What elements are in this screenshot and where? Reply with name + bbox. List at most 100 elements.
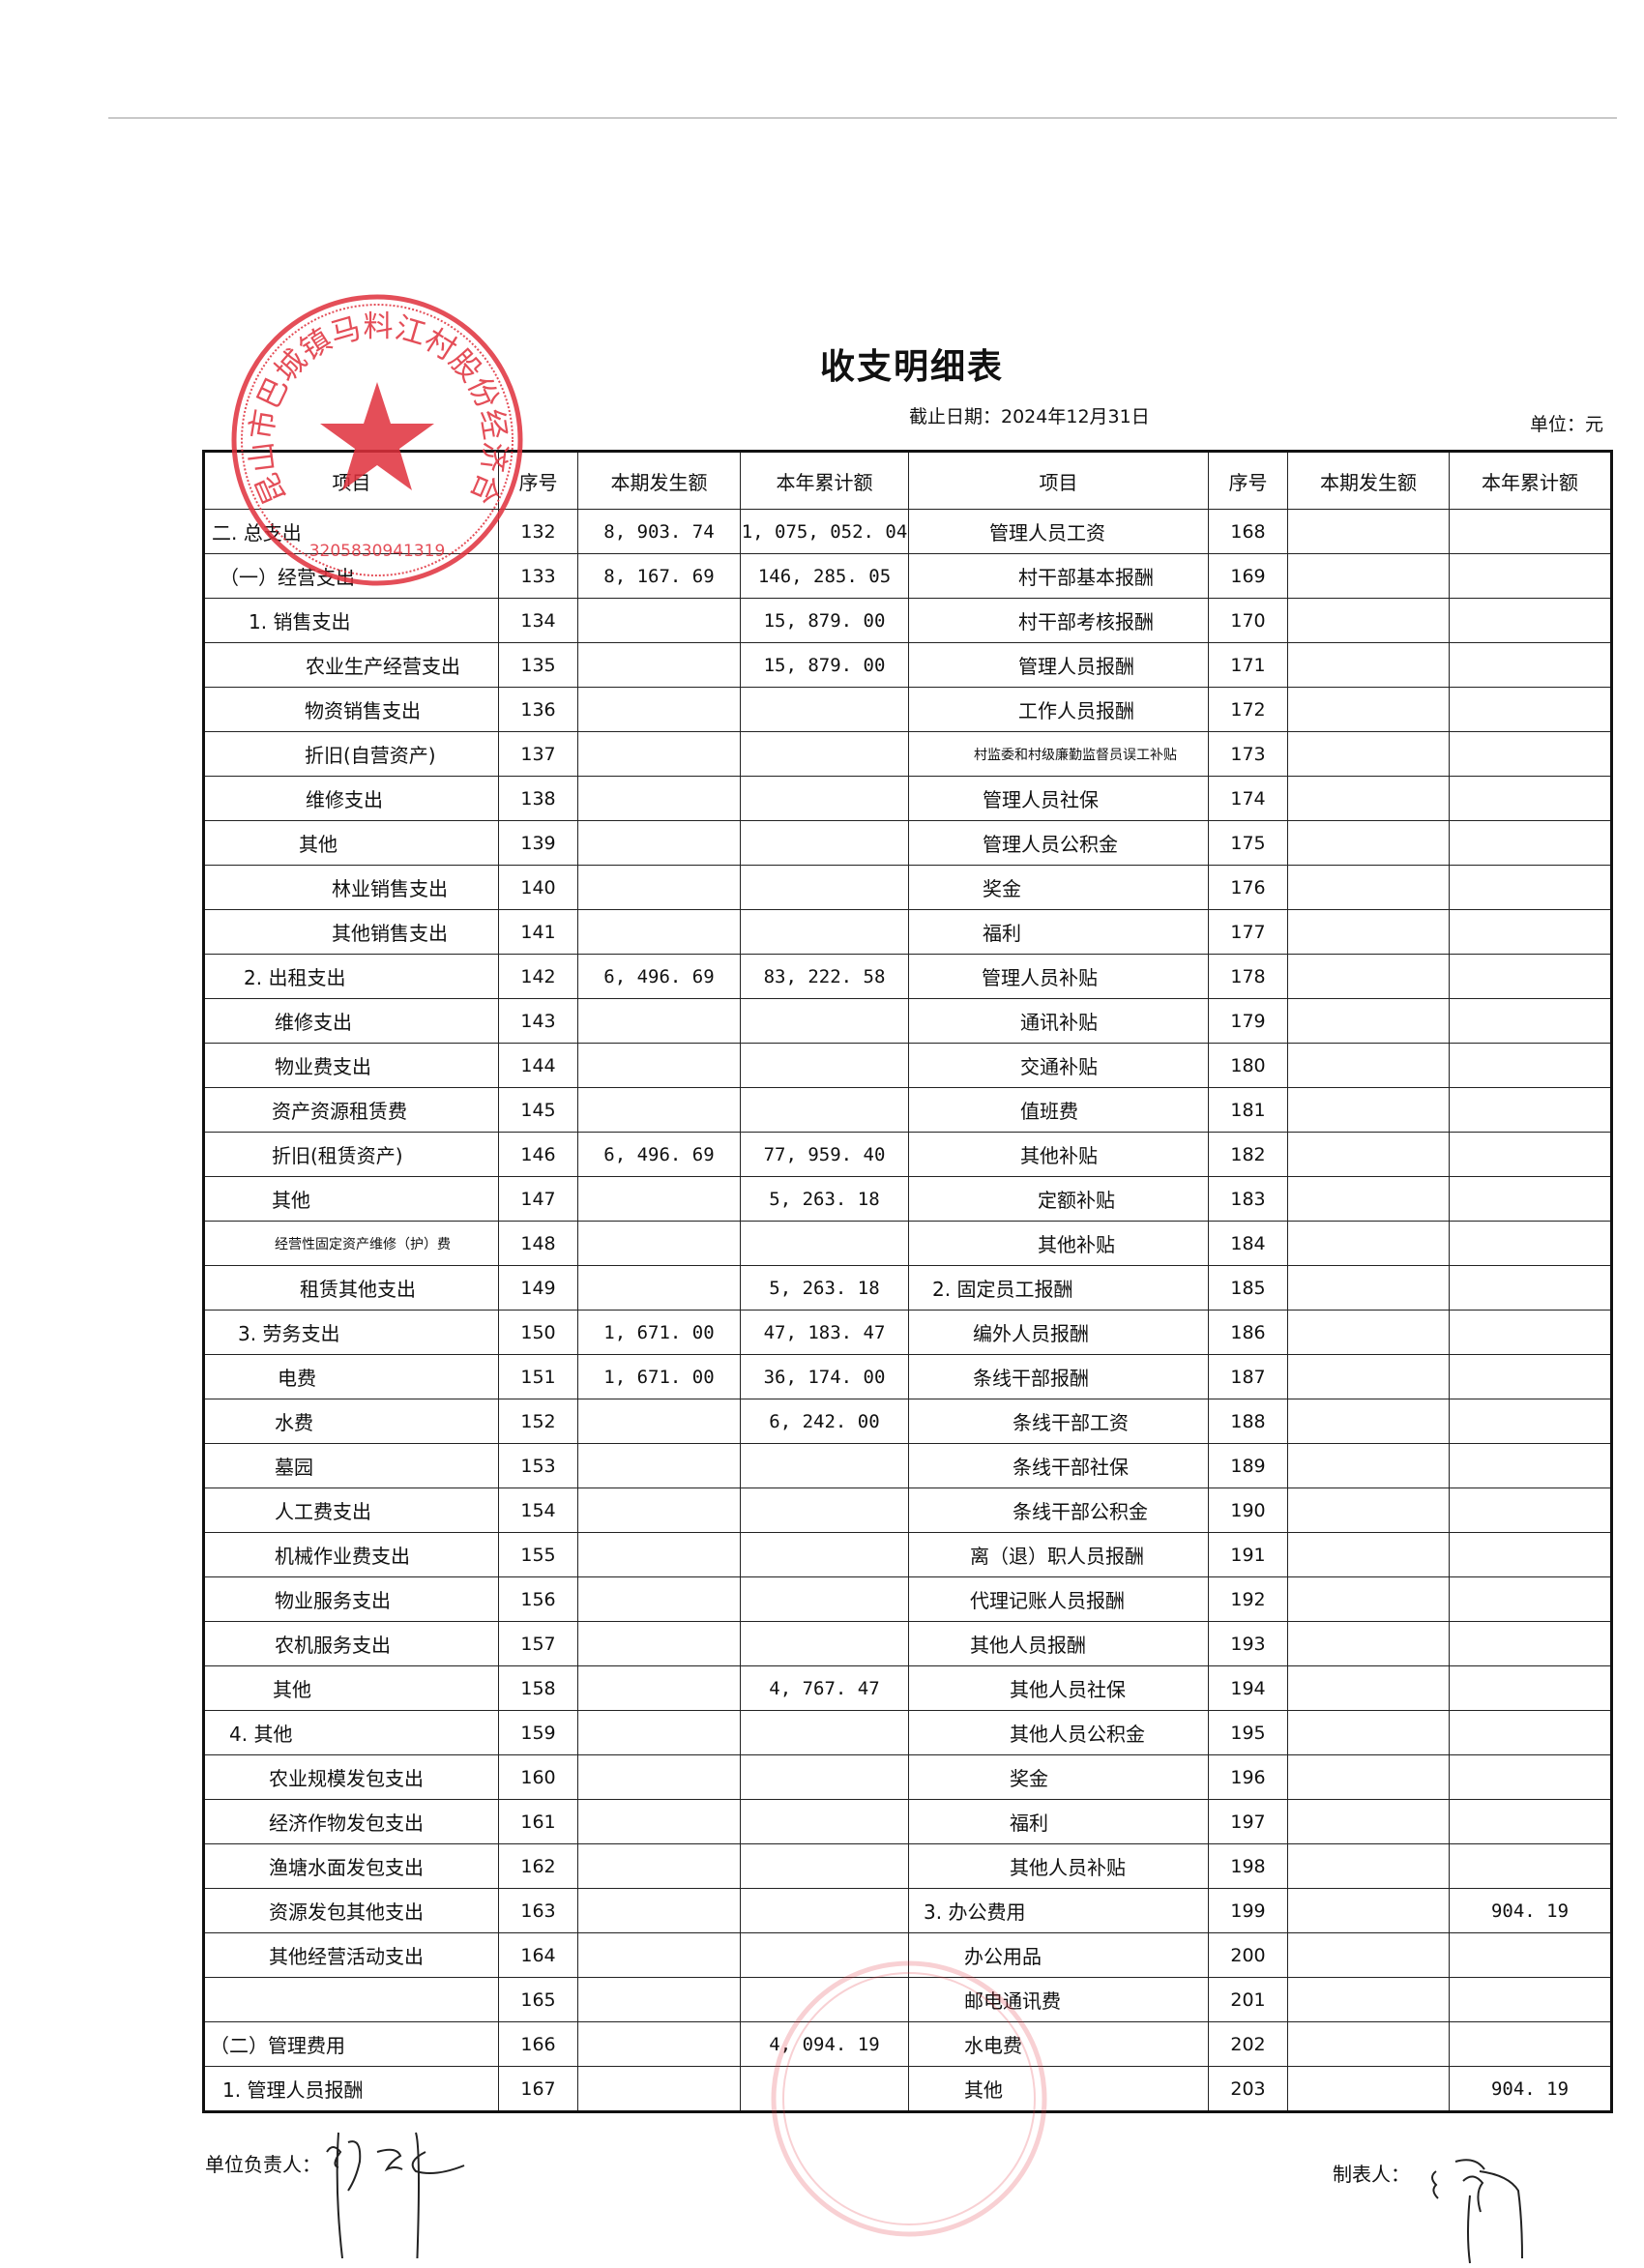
right-year-to-date-amount — [1449, 1265, 1612, 1311]
left-row-number: 167 — [498, 2066, 578, 2112]
left-year-to-date-amount — [740, 731, 909, 777]
page-title: 收支明细表 — [819, 347, 1004, 387]
left-current-period-amount — [577, 1754, 741, 1800]
right-row-number: 197 — [1208, 1799, 1288, 1844]
right-item-name: 管理人员公积金 — [908, 820, 1209, 866]
right-current-period-amount — [1287, 1576, 1450, 1622]
right-year-to-date-amount — [1449, 909, 1612, 955]
right-item-name: 其他人员社保 — [908, 1665, 1209, 1711]
left-current-period-amount: 8, 903. 74 — [577, 509, 741, 554]
left-item-name: 其他 — [203, 1665, 499, 1711]
table-row: 农业规模发包支出 160 奖金 196 — [203, 1754, 1612, 1800]
right-year-to-date-amount — [1449, 1754, 1612, 1800]
left-item-name: 农业规模发包支出 — [203, 1754, 499, 1800]
right-current-period-amount — [1287, 1399, 1450, 1444]
left-item-name: 农业生产经营支出 — [203, 642, 499, 688]
table-row: 维修支出 138 管理人员社保 174 — [203, 776, 1612, 821]
right-current-period-amount — [1287, 1043, 1450, 1088]
right-year-to-date-amount — [1449, 1665, 1612, 1711]
right-item-name: 管理人员补贴 — [908, 954, 1209, 999]
right-item-name: 其他人员公积金 — [908, 1710, 1209, 1755]
left-row-number: 150 — [498, 1310, 578, 1355]
left-current-period-amount — [577, 1487, 741, 1533]
right-row-number: 175 — [1208, 820, 1288, 866]
left-current-period-amount — [577, 998, 741, 1044]
right-item-name: 编外人员报酬 — [908, 1310, 1209, 1355]
right-current-period-amount — [1287, 1621, 1450, 1666]
cutoff-date: 截止日期：2024年12月31日 — [909, 406, 1150, 427]
right-row-number: 181 — [1208, 1087, 1288, 1133]
left-item-name: 折旧(租赁资产) — [203, 1132, 499, 1177]
right-item-name: 村监委和村级廉勤监督员误工补贴 — [908, 731, 1209, 777]
left-year-to-date-amount — [740, 998, 909, 1044]
right-current-period-amount — [1287, 954, 1450, 999]
table-row: 其他销售支出 141 福利 177 — [203, 909, 1612, 955]
table-row: 1. 管理人员报酬 167 其他 203 904. 19 — [203, 2066, 1612, 2112]
left-year-to-date-amount — [740, 1087, 909, 1133]
left-item-name: 4. 其他 — [203, 1710, 499, 1755]
right-current-period-amount — [1287, 553, 1450, 599]
right-year-to-date-amount: 904. 19 — [1449, 1888, 1612, 1933]
left-current-period-amount — [577, 1888, 741, 1933]
right-row-number: 193 — [1208, 1621, 1288, 1666]
right-item-name: 村干部基本报酬 — [908, 553, 1209, 599]
table-row: 2. 出租支出 142 6, 496. 69 83, 222. 58 管理人员补贴 178 — [203, 954, 1612, 999]
right-row-number: 171 — [1208, 642, 1288, 688]
left-current-period-amount — [577, 1576, 741, 1622]
left-row-number: 134 — [498, 598, 578, 643]
right-row-number: 180 — [1208, 1043, 1288, 1088]
left-current-period-amount: 1, 671. 00 — [577, 1310, 741, 1355]
left-item-name: 电费 — [203, 1354, 499, 1399]
left-item-name: 二. 总支出 — [203, 509, 499, 554]
left-item-name: （二）管理费用 — [203, 2021, 499, 2067]
right-year-to-date-amount — [1449, 642, 1612, 688]
right-current-period-amount — [1287, 598, 1450, 643]
table-row: 其他 158 4, 767. 47 其他人员社保 194 — [203, 1665, 1612, 1711]
left-year-to-date-amount: 15, 879. 00 — [740, 598, 909, 643]
right-row-number: 199 — [1208, 1888, 1288, 1933]
right-row-number: 185 — [1208, 1265, 1288, 1311]
right-year-to-date-amount: 904. 19 — [1449, 2066, 1612, 2112]
left-item-name: 人工费支出 — [203, 1487, 499, 1533]
left-current-period-amount — [577, 1265, 741, 1311]
left-year-to-date-amount: 83, 222. 58 — [740, 954, 909, 999]
left-current-period-amount — [577, 2066, 741, 2112]
right-item-name: 条线干部工资 — [908, 1399, 1209, 1444]
column-header: 序号 — [1208, 451, 1288, 510]
right-current-period-amount — [1287, 909, 1450, 955]
left-row-number: 133 — [498, 553, 578, 599]
table-row: 机械作业费支出 155 离（退）职人员报酬 191 — [203, 1532, 1612, 1577]
table-row: 物资销售支出 136 工作人员报酬 172 — [203, 687, 1612, 732]
right-current-period-amount — [1287, 2021, 1450, 2067]
right-year-to-date-amount — [1449, 1221, 1612, 1266]
left-current-period-amount — [577, 1532, 741, 1577]
left-current-period-amount — [577, 1977, 741, 2022]
left-year-to-date-amount — [740, 1532, 909, 1577]
right-current-period-amount — [1287, 1132, 1450, 1177]
right-item-name: 条线干部报酬 — [908, 1354, 1209, 1399]
right-row-number: 187 — [1208, 1354, 1288, 1399]
right-year-to-date-amount — [1449, 1399, 1612, 1444]
right-row-number: 198 — [1208, 1843, 1288, 1889]
left-row-number: 146 — [498, 1132, 578, 1177]
table-row: 人工费支出 154 条线干部公积金 190 — [203, 1487, 1612, 1533]
right-current-period-amount — [1287, 1754, 1450, 1800]
left-item-name: 折旧(自营资产) — [203, 731, 499, 777]
right-current-period-amount — [1287, 1799, 1450, 1844]
left-item-name: 渔塘水面发包支出 — [203, 1843, 499, 1889]
table-row: 物业服务支出 156 代理记账人员报酬 192 — [203, 1576, 1612, 1622]
left-year-to-date-amount — [740, 820, 909, 866]
left-year-to-date-amount — [740, 1799, 909, 1844]
right-row-number: 195 — [1208, 1710, 1288, 1755]
right-year-to-date-amount — [1449, 1532, 1612, 1577]
right-row-number: 201 — [1208, 1977, 1288, 2022]
left-row-number: 163 — [498, 1888, 578, 1933]
left-year-to-date-amount: 77, 959. 40 — [740, 1132, 909, 1177]
left-item-name: 1. 管理人员报酬 — [203, 2066, 499, 2112]
left-current-period-amount: 6, 496. 69 — [577, 954, 741, 999]
left-current-period-amount — [577, 909, 741, 955]
right-item-name: 水电费 — [908, 2021, 1209, 2067]
right-row-number: 186 — [1208, 1310, 1288, 1355]
left-item-name — [203, 1977, 499, 2022]
right-year-to-date-amount — [1449, 1354, 1612, 1399]
